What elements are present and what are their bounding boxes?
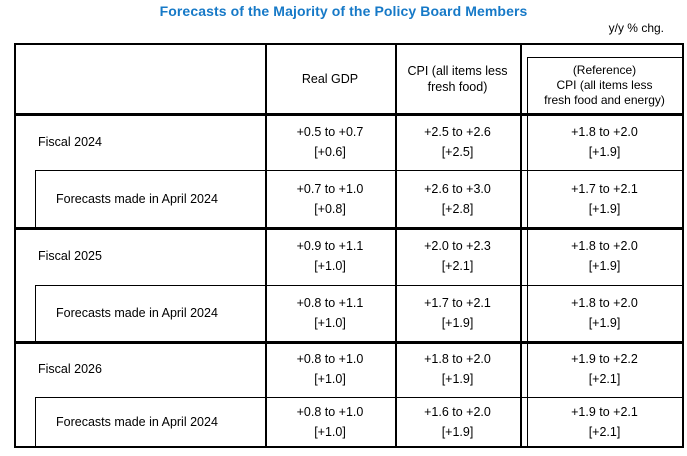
- cell-cpi-april-2025: +1.7 to +2.1 [+1.9]: [395, 285, 520, 341]
- subrow-box-2024: [35, 170, 682, 228]
- forecast-range: +0.7 to +1.0: [296, 181, 364, 196]
- forecast-median: [+1.0]: [314, 259, 346, 273]
- forecast-median: [+2.8]: [441, 201, 474, 216]
- subrow-box-2026: [35, 397, 682, 447]
- header-line: Real GDP: [301, 72, 359, 86]
- column-divider-labels-gdp: [265, 45, 267, 446]
- reference-column-box: [527, 57, 682, 446]
- forecast-range: +2.0 to +2.3: [424, 239, 491, 253]
- cell-ref-april-2025: +1.8 to +2.0 [+1.9]: [527, 285, 682, 341]
- forecast-median: [+2.5]: [441, 144, 474, 159]
- forecast-range: +1.9 to +2.2: [571, 352, 638, 366]
- forecast-median: [+2.1]: [441, 259, 474, 273]
- row-label-fiscal-2024: Fiscal 2024: [38, 134, 102, 149]
- forecast-range: +0.9 to +1.1: [296, 239, 364, 253]
- forecast-median: [+2.1]: [588, 424, 621, 439]
- header-line: fresh food): [427, 80, 488, 94]
- forecast-median: [+1.9]: [588, 144, 621, 159]
- cell-gdp-april-2025: +0.8 to +1.1 [+1.0]: [265, 285, 395, 341]
- column-divider-gdp-cpi: [395, 45, 397, 446]
- forecast-range: +0.8 to +1.0: [296, 404, 364, 419]
- forecast-median: [+1.0]: [314, 372, 346, 386]
- forecast-median: [+1.9]: [441, 372, 474, 386]
- forecast-median: [+0.8]: [314, 201, 346, 216]
- cell-gdp-april-2024: +0.7 to +1.0 [+0.8]: [265, 170, 395, 227]
- header-line: CPI (all items less: [407, 64, 508, 78]
- cell-gdp-fiscal-2025: +0.9 to +1.1 [+1.0]: [265, 227, 395, 285]
- row-label-fiscal-2026: Fiscal 2026: [38, 362, 102, 376]
- header-line: fresh food and energy): [544, 92, 665, 107]
- header-line: CPI (all items less: [556, 77, 653, 92]
- cell-ref-fiscal-2025: +1.8 to +2.0 [+1.9]: [527, 227, 682, 285]
- column-header-reference-cpi: (Reference) CPI (all items less fresh fo…: [527, 57, 682, 113]
- cell-cpi-april-2026: +1.6 to +2.0 [+1.9]: [395, 397, 520, 446]
- forecast-median: [+1.0]: [314, 316, 346, 330]
- forecast-table: Real GDP CPI (all items less fresh food)…: [14, 43, 684, 448]
- cell-cpi-fiscal-2024: +2.5 to +2.6 [+2.5]: [395, 113, 520, 170]
- forecast-median: [+1.9]: [588, 316, 621, 330]
- cell-gdp-fiscal-2026: +0.8 to +1.0 [+1.0]: [265, 341, 395, 397]
- cell-gdp-april-2026: +0.8 to +1.0 [+1.0]: [265, 397, 395, 446]
- forecast-median: [+1.0]: [314, 424, 346, 439]
- header-line: (Reference): [572, 62, 637, 77]
- forecast-range: +2.6 to +3.0: [424, 181, 491, 196]
- forecast-range: +1.6 to +2.0: [424, 404, 491, 419]
- cell-cpi-april-2024: +2.6 to +3.0 [+2.8]: [395, 170, 520, 227]
- forecast-range: +1.8 to +2.0: [571, 124, 638, 139]
- cell-ref-april-2026: +1.9 to +2.1 [+2.1]: [527, 397, 682, 446]
- cell-ref-april-2024: +1.7 to +2.1 [+1.9]: [527, 170, 682, 227]
- column-header-cpi: CPI (all items less fresh food): [395, 45, 520, 113]
- forecast-range: +1.7 to +2.1: [571, 181, 638, 196]
- section-divider-2024-2025: [16, 227, 682, 230]
- row-label-april-forecast-2026: Forecasts made in April 2024: [56, 414, 218, 429]
- forecast-range: +0.8 to +1.0: [296, 352, 364, 366]
- forecast-median: [+1.9]: [441, 424, 474, 439]
- cell-ref-fiscal-2026: +1.9 to +2.2 [+2.1]: [527, 341, 682, 397]
- column-header-real-gdp: Real GDP: [265, 45, 395, 113]
- forecast-median: [+1.9]: [441, 316, 474, 330]
- forecast-range: +2.5 to +2.6: [424, 124, 491, 139]
- forecast-range: +1.8 to +2.0: [424, 352, 491, 366]
- row-label-april-forecast-2024: Forecasts made in April 2024: [56, 191, 218, 206]
- forecast-median: [+0.6]: [314, 144, 346, 159]
- forecast-range: +0.8 to +1.1: [296, 296, 364, 310]
- forecast-median: [+2.1]: [588, 372, 621, 386]
- row-label-fiscal-2025: Fiscal 2025: [38, 249, 102, 263]
- forecast-range: +1.7 to +2.1: [424, 296, 491, 310]
- column-divider-cpi-reference: [520, 45, 522, 446]
- header-separator: [16, 113, 682, 116]
- forecast-median: [+1.9]: [588, 259, 621, 273]
- section-divider-2025-2026: [16, 341, 682, 344]
- forecast-range: +1.9 to +2.1: [571, 404, 638, 419]
- cell-cpi-fiscal-2026: +1.8 to +2.0 [+1.9]: [395, 341, 520, 397]
- forecast-range: +1.8 to +2.0: [571, 239, 638, 253]
- unit-note: y/y % chg.: [608, 21, 664, 35]
- page-title: Forecasts of the Majority of the Policy …: [159, 3, 528, 19]
- forecast-median: [+1.9]: [588, 201, 621, 216]
- cell-gdp-fiscal-2024: +0.5 to +0.7 [+0.6]: [265, 113, 395, 170]
- row-label-april-forecast-2025: Forecasts made in April 2024: [56, 306, 218, 320]
- forecast-range: +1.8 to +2.0: [571, 296, 638, 310]
- cell-ref-fiscal-2024: +1.8 to +2.0 [+1.9]: [527, 113, 682, 170]
- cell-cpi-fiscal-2025: +2.0 to +2.3 [+2.1]: [395, 227, 520, 285]
- forecast-range: +0.5 to +0.7: [296, 124, 364, 139]
- subrow-box-2025: [35, 285, 682, 342]
